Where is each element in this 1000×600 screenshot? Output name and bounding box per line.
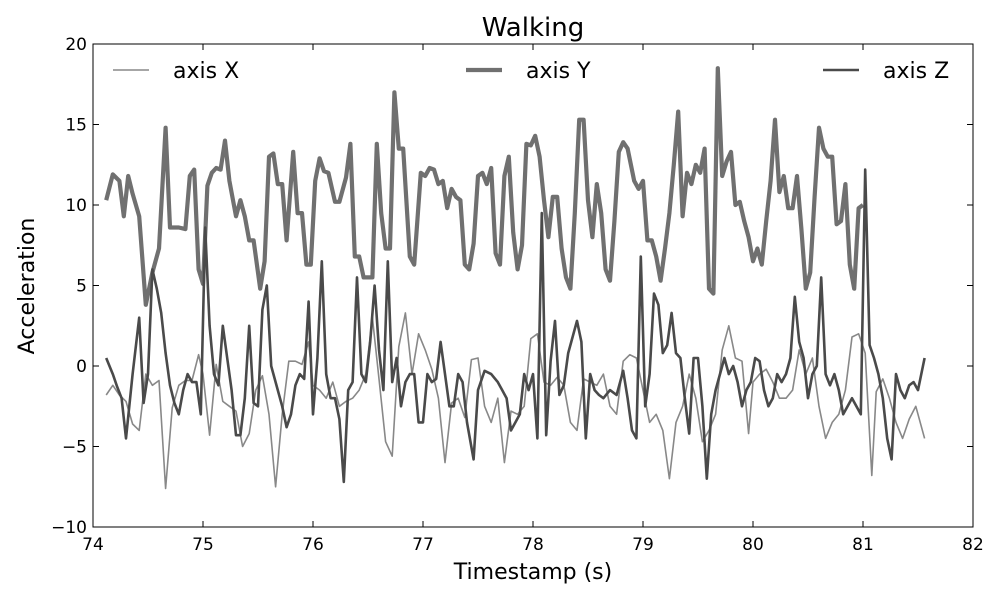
x-tick-label: 74 bbox=[82, 535, 104, 555]
chart-title: Walking bbox=[482, 13, 584, 43]
x-axis-label: Timestamp (s) bbox=[453, 560, 612, 585]
x-tick-label: 79 bbox=[632, 535, 654, 555]
x-tick-label: 77 bbox=[412, 535, 434, 555]
y-tick-label: 5 bbox=[76, 277, 87, 297]
y-tick-label: 20 bbox=[65, 35, 87, 55]
y-tick-label: 15 bbox=[65, 116, 87, 136]
series-layer bbox=[104, 66, 926, 490]
x-tick-label: 80 bbox=[742, 535, 764, 555]
ticks-layer: 74 75 76 77 78 79 80 81 82 −10 −5 0 5 10 15 20 bbox=[51, 35, 984, 555]
plot-frame bbox=[92, 43, 974, 528]
x-tick-label: 78 bbox=[522, 535, 544, 555]
y-tick-label: 0 bbox=[76, 357, 87, 377]
y-tick-label: 10 bbox=[65, 196, 87, 216]
y-tick-label: −10 bbox=[51, 518, 87, 538]
series-line-axis-z bbox=[104, 168, 926, 484]
y-axis-label: Acceleration bbox=[15, 218, 40, 355]
x-tick-label: 82 bbox=[962, 535, 984, 555]
x-tick-label: 76 bbox=[302, 535, 324, 555]
x-tick-label: 81 bbox=[852, 535, 874, 555]
legend: axis X axis Y axis Z bbox=[113, 59, 949, 84]
legend-label: axis Z bbox=[883, 59, 949, 84]
legend-label: axis Y bbox=[526, 59, 591, 84]
y-tick-label: −5 bbox=[62, 438, 87, 458]
legend-label: axis X bbox=[173, 59, 239, 84]
x-tick-label: 75 bbox=[192, 535, 214, 555]
series-line-axis-y bbox=[104, 66, 865, 307]
series-line-axis-x bbox=[105, 312, 926, 490]
